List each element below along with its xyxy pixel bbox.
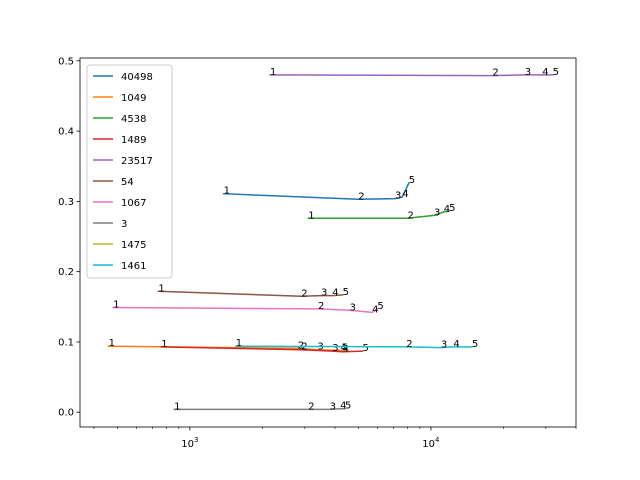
series-1067: 1 2 3 45 — [112, 300, 384, 315]
series-3: 1 2 3 45 — [173, 401, 351, 412]
plot-area-frame — [79, 57, 577, 428]
point-label: 4 — [402, 189, 408, 200]
legend-item: 3 — [93, 219, 127, 230]
point-label: 5 — [377, 301, 383, 312]
point-label: 5 — [553, 67, 559, 78]
y-tick-label: 0.0 — [58, 408, 74, 419]
legend-item: 1489 — [93, 135, 146, 146]
point-label: 5 — [345, 401, 351, 412]
legend-label: 54 — [121, 177, 134, 188]
point-label: 2 — [318, 301, 324, 312]
point-label: 3 — [330, 401, 336, 412]
point-label: 1 — [224, 186, 230, 197]
legend-item: 54 — [93, 177, 134, 188]
legend-item: 1475 — [93, 240, 146, 251]
legend-item: 23517 — [93, 156, 153, 167]
y-tick-label: 0.4 — [58, 127, 74, 138]
point-label: 4 — [444, 204, 450, 215]
legend-label: 23517 — [121, 156, 153, 167]
point-label: 2 — [406, 339, 412, 350]
legend-label: 40498 — [121, 72, 153, 83]
point-label: 5 — [343, 287, 349, 298]
point-label: 2 — [301, 288, 307, 299]
point-label: 1 — [308, 210, 314, 221]
point-label: 1 — [109, 338, 115, 349]
point-label: 1 — [113, 300, 119, 311]
y-tick-label: 0.2 — [58, 267, 74, 278]
point-label: 1 — [161, 339, 167, 350]
point-label: 3 — [395, 191, 401, 202]
point-label: 3 — [434, 207, 440, 218]
point-label: 3 — [350, 302, 356, 313]
point-label: 5 — [342, 342, 348, 353]
point-label: 3 — [332, 343, 338, 354]
legend-label: 1067 — [121, 198, 146, 209]
point-label: 3 — [321, 288, 327, 299]
point-label: 4 — [453, 339, 459, 350]
legend-label: 1475 — [121, 240, 146, 251]
series-line — [222, 182, 410, 201]
series-line — [235, 345, 473, 349]
legend-item: 4538 — [93, 114, 146, 125]
point-label: 1 — [158, 283, 164, 294]
point-label: 5 — [409, 175, 415, 186]
point-label: 5 — [363, 343, 369, 354]
series-line — [269, 74, 554, 77]
legend: 40498 1049 4538 1489 23517 54 1067 3 1475 1461 — [86, 64, 173, 279]
legend-item: 1067 — [93, 198, 146, 209]
x-tick-label: 103 — [181, 436, 198, 450]
y-tick-label: 0.5 — [58, 56, 74, 67]
legend-label: 3 — [121, 219, 127, 230]
legend-item: 40498 — [93, 72, 153, 83]
legend-label: 1049 — [121, 93, 146, 104]
point-label: 4 — [341, 342, 347, 353]
point-label: 2 — [358, 191, 364, 202]
point-label: 4 — [343, 344, 349, 355]
legend-label: 4538 — [121, 114, 146, 125]
point-label: 3 — [441, 340, 447, 351]
legend-item: 1049 — [93, 93, 146, 104]
point-label: 1 — [174, 401, 180, 412]
point-label: 4 — [332, 288, 338, 299]
series-line — [160, 346, 364, 353]
point-label: 1 — [236, 338, 242, 349]
legend-item: 1461 — [93, 261, 146, 272]
x-tick-label: 104 — [422, 436, 440, 450]
y-axis-ticks: 0.0 0.1 0.2 0.3 0.4 0.5 — [58, 56, 80, 419]
legend-label: 1489 — [121, 135, 146, 146]
y-tick-label: 0.3 — [58, 197, 74, 208]
point-label: 2 — [492, 68, 498, 79]
legend-label: 1461 — [121, 261, 146, 272]
point-label: 4 — [340, 401, 346, 412]
series-line — [112, 306, 379, 314]
series-40498: 1 2 3 45 — [222, 175, 415, 202]
point-label: 5 — [472, 339, 478, 350]
point-label: 2 — [408, 210, 414, 221]
point-label: 2 — [308, 401, 314, 412]
plot-series: 12 3 451 2 3 451 2 3 4 51 2 3 4 51 2 3 4 51 2 3 4 51 2 3 451 2 3 45… — [107, 67, 559, 412]
point-label: 5 — [449, 203, 455, 214]
series-line — [307, 210, 450, 220]
point-label: 4 — [542, 67, 548, 78]
point-label: 4 — [372, 304, 378, 315]
point-label: 1 — [270, 67, 276, 78]
y-tick-label: 0.1 — [58, 337, 74, 348]
series-line — [173, 407, 346, 411]
series-line — [157, 290, 344, 298]
point-label: 3 — [525, 67, 531, 78]
